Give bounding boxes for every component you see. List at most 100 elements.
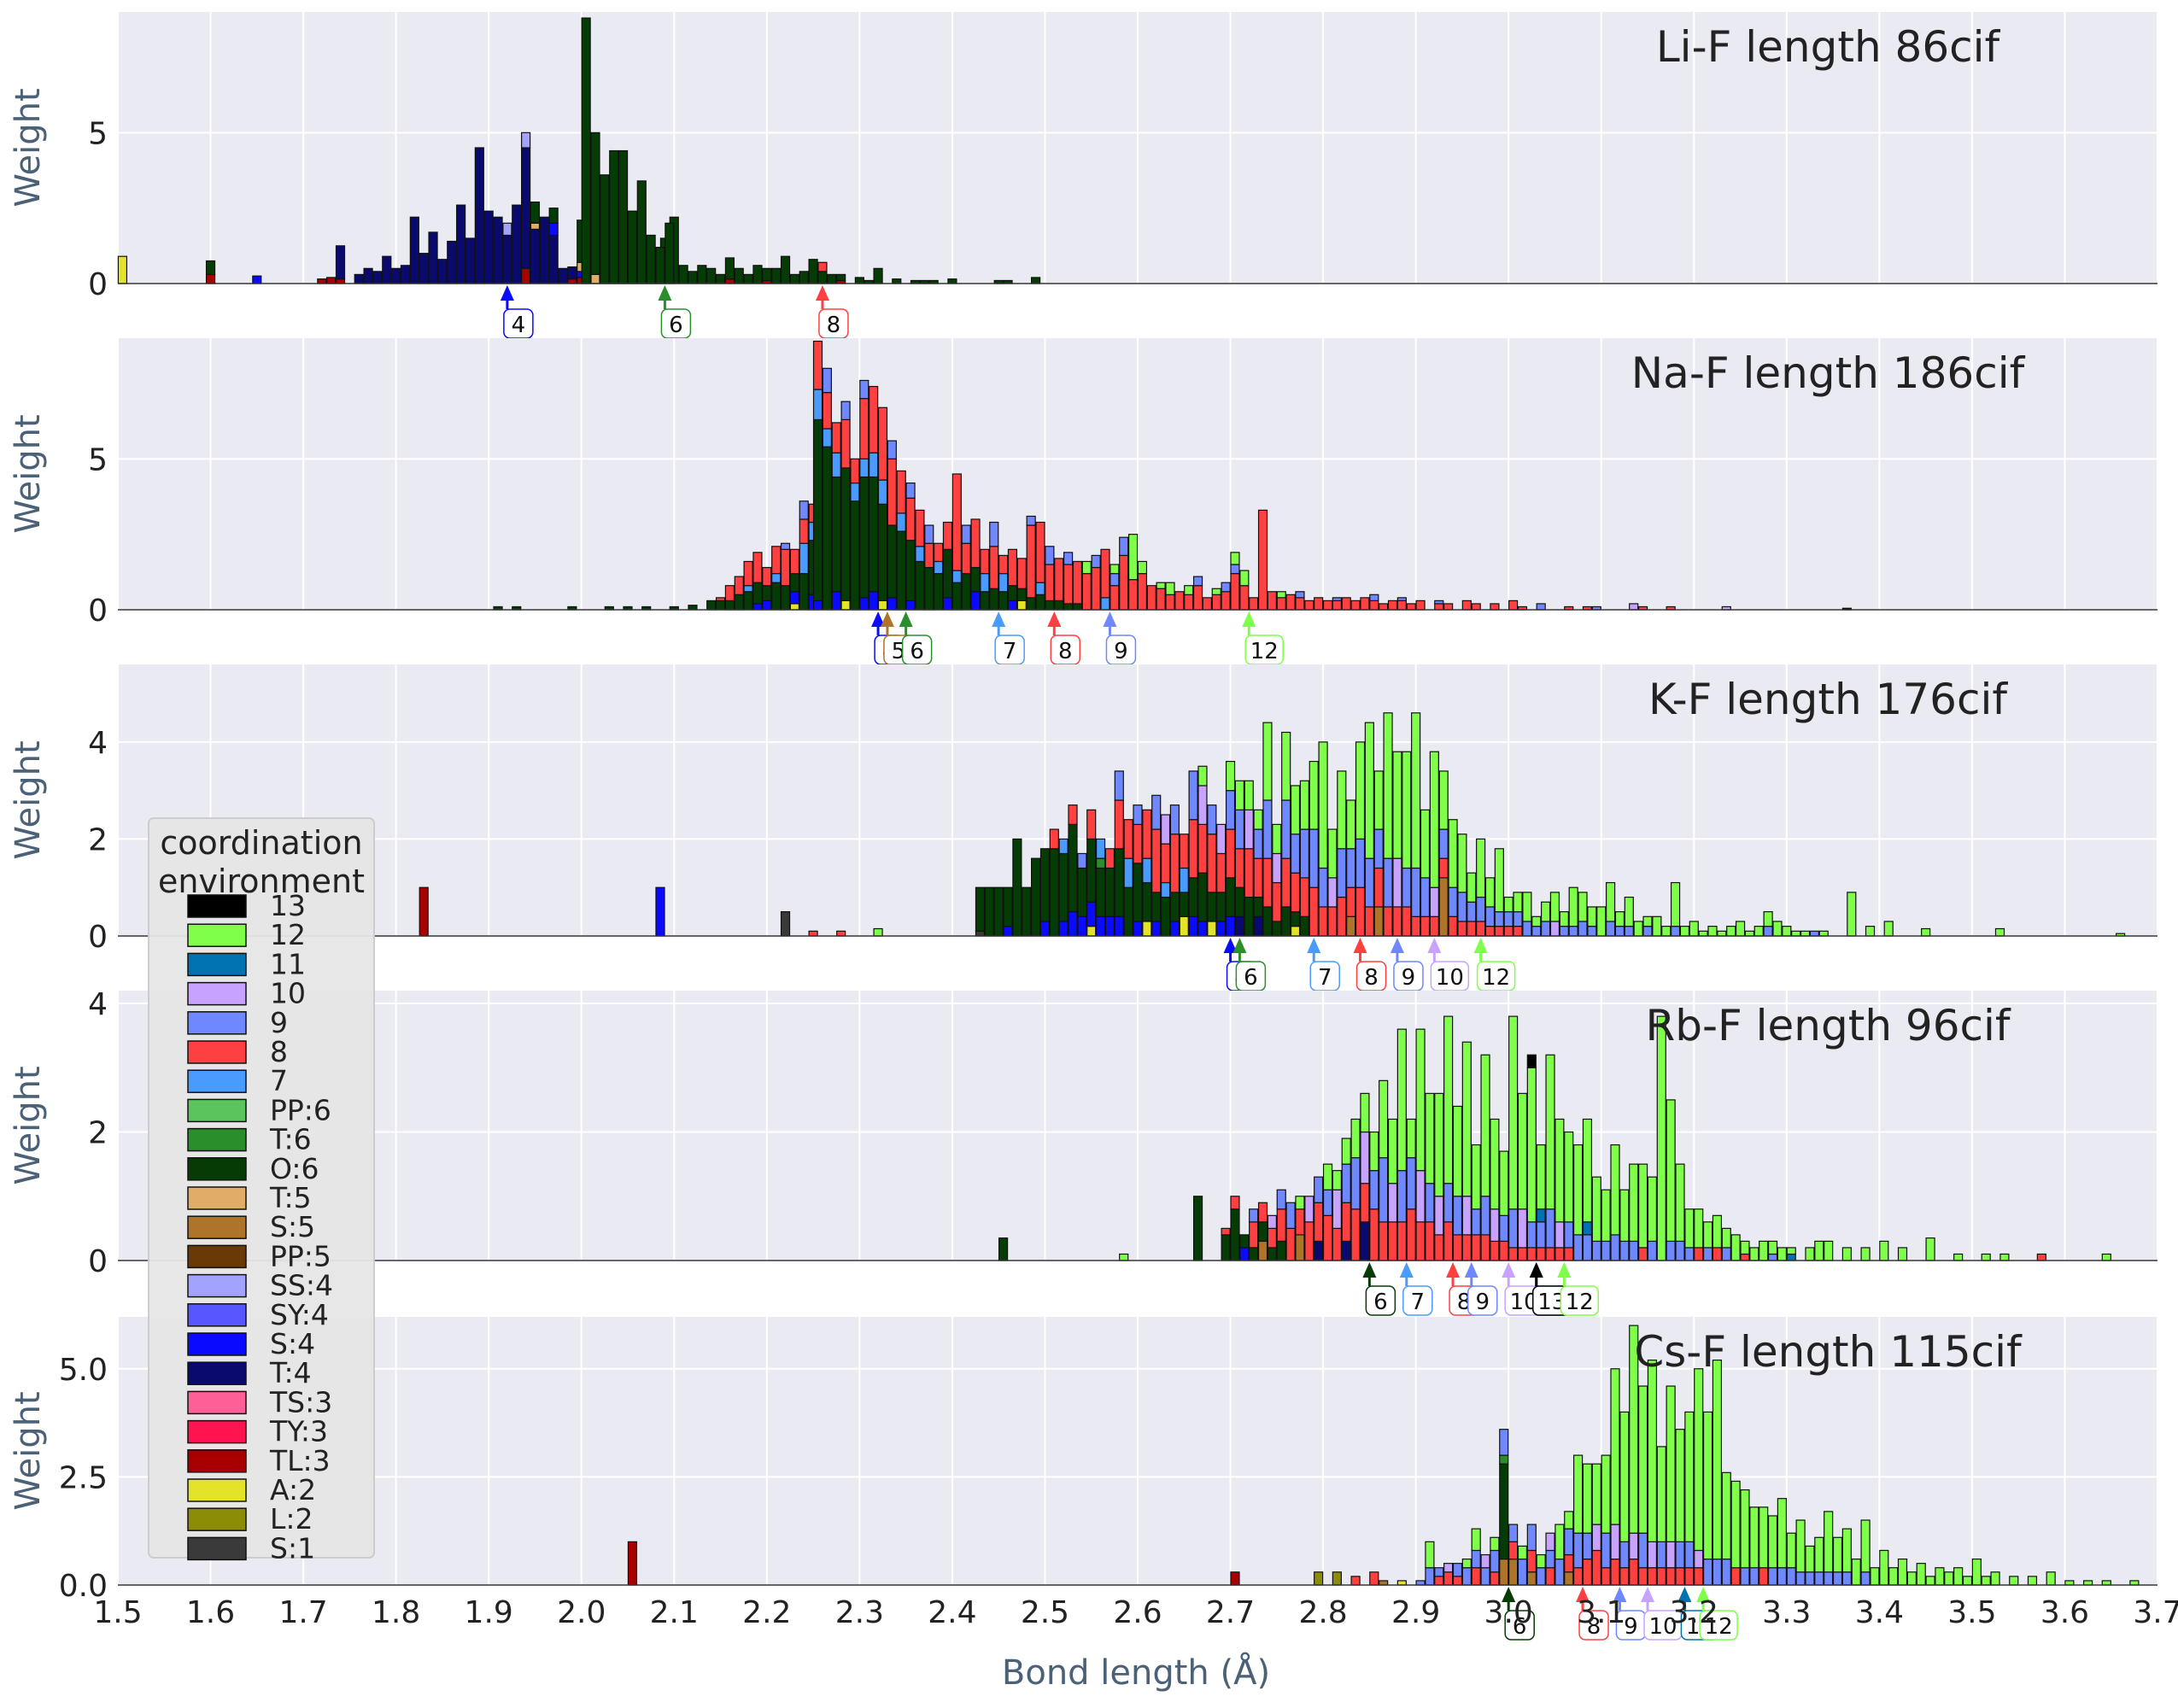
histogram-bar (789, 572, 799, 593)
histogram-bar (1086, 901, 1097, 927)
histogram-bar (1554, 1524, 1565, 1560)
histogram-bar (715, 600, 726, 611)
histogram-bar (817, 261, 828, 272)
histogram-bar (465, 237, 476, 284)
histogram-bar (326, 277, 337, 284)
histogram-bar (1114, 799, 1124, 850)
marker-label: 8 (827, 313, 841, 338)
histogram-bar (1267, 591, 1277, 611)
x-tick-label: 2.9 (1391, 1595, 1440, 1630)
histogram-bar (2129, 1580, 2140, 1586)
y-axis-label: Weight (9, 1066, 48, 1184)
histogram-bar (934, 560, 944, 575)
histogram-bar (1285, 1202, 1296, 1229)
histogram-bar (1257, 1240, 1268, 1261)
histogram-bar (859, 476, 869, 599)
histogram-bar (1151, 828, 1162, 893)
histogram-bar (1299, 915, 1309, 937)
histogram-bar (1499, 1429, 1509, 1456)
panel-title: Li-F length 86cif (1656, 22, 2001, 72)
histogram-bar (743, 560, 753, 587)
legend-label: T:6 (269, 1123, 312, 1156)
histogram-bar (1443, 1221, 1454, 1261)
histogram-bar (1582, 1234, 1593, 1261)
histogram-bar (1285, 1227, 1296, 1261)
legend-box (148, 817, 375, 1559)
histogram-bar (1216, 852, 1227, 893)
x-tick-label: 3.7 (2133, 1595, 2178, 1630)
histogram-bar (1471, 1234, 1481, 1261)
histogram-bar (1415, 1221, 1426, 1261)
histogram-bar (1582, 1463, 1593, 1534)
histogram-bar (789, 273, 799, 284)
histogram-bar (1425, 1221, 1435, 1261)
histogram-bar (1438, 828, 1449, 859)
histogram-bar (752, 552, 763, 583)
histogram-bar (1179, 892, 1189, 917)
histogram-bar (1994, 927, 2005, 937)
histogram-bar (1169, 834, 1180, 893)
histogram-bar (1536, 1553, 1546, 1569)
histogram-bar (1415, 600, 1426, 611)
histogram-bar (1461, 1041, 1472, 1197)
legend-label: TY:3 (269, 1415, 328, 1448)
histogram-bar (1396, 1580, 1407, 1586)
histogram-bar (1754, 926, 1764, 937)
histogram-bar (493, 216, 503, 284)
histogram-bar (1888, 1567, 1899, 1586)
histogram-bar (859, 597, 869, 611)
legend-label: 7 (270, 1064, 288, 1097)
y-tick-label: 5 (88, 442, 108, 477)
legend-swatch (187, 1011, 247, 1035)
histogram-bar (998, 1237, 1009, 1261)
histogram-bar (812, 600, 823, 611)
histogram-bar (1188, 877, 1198, 917)
histogram-bar (1063, 603, 1074, 611)
histogram-bar (724, 257, 735, 280)
histogram-bar (1647, 1360, 1658, 1542)
histogram-bar (1295, 591, 1305, 599)
histogram-bar (1272, 921, 1282, 937)
histogram-bar (1601, 1454, 1611, 1534)
x-tick-label: 1.8 (372, 1595, 420, 1630)
histogram-bar (789, 591, 799, 605)
histogram-bar (1494, 848, 1504, 913)
histogram-bar (1564, 1511, 1574, 1530)
histogram-bar (1272, 823, 1282, 855)
histogram-bar (1142, 881, 1152, 922)
panel-title: Na-F length 186cif (1631, 348, 2026, 398)
marker-label: 9 (1402, 965, 1416, 991)
histogram-bar (1184, 585, 1194, 595)
histogram-bar (1318, 906, 1328, 937)
histogram-bar (1591, 1176, 1601, 1243)
histogram-bar (1392, 906, 1402, 937)
legend-swatch (187, 1244, 247, 1269)
histogram-bar (1165, 582, 1175, 595)
histogram-bar (1188, 770, 1198, 821)
histogram-bar (1373, 828, 1384, 869)
histogram-bar (1109, 585, 1120, 611)
histogram-bar (1396, 600, 1407, 611)
histogram-bar (1675, 1429, 1685, 1542)
histogram-bar (1211, 588, 1221, 595)
histogram-bar (1545, 1532, 1555, 1552)
histogram-bar (1702, 1221, 1713, 1249)
histogram-bar (1192, 1196, 1203, 1261)
histogram-bar (363, 267, 373, 284)
histogram-bar (905, 497, 916, 541)
histogram-bar (1541, 901, 1551, 922)
histogram-bar (1234, 809, 1244, 850)
histogram-bar (1471, 1528, 1481, 1552)
histogram-bar (581, 17, 591, 284)
histogram-bar (1522, 892, 1532, 922)
histogram-bar (734, 267, 744, 284)
histogram-bar (887, 458, 897, 526)
histogram-bar (1832, 1536, 1843, 1573)
histogram-bar (1841, 1528, 1852, 1573)
histogram-bar (1179, 867, 1189, 893)
histogram-bar (1572, 1234, 1584, 1261)
histogram-bar (1744, 930, 1754, 937)
histogram-bar (1016, 558, 1027, 589)
histogram-bar (1225, 790, 1236, 830)
